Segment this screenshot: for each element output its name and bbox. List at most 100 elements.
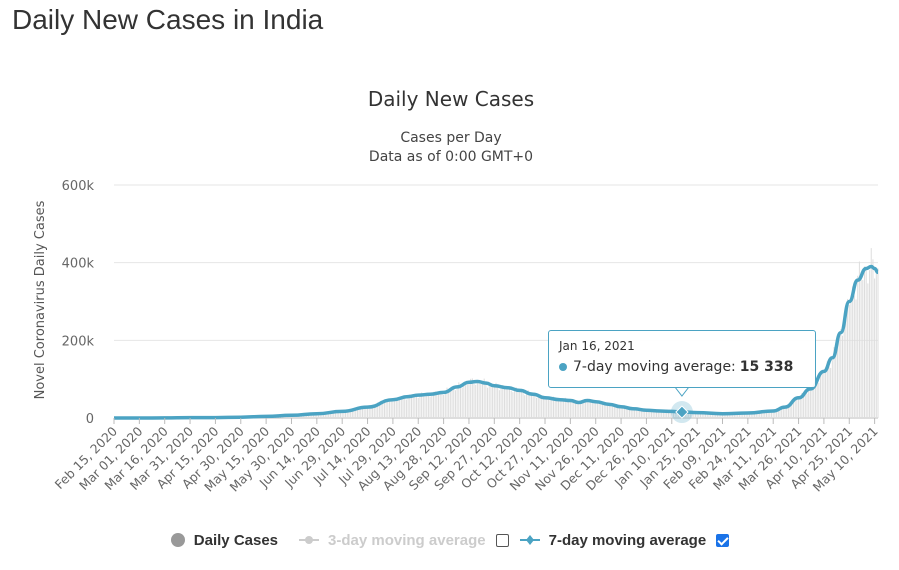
daily-cases-bar (688, 412, 690, 418)
daily-cases-bar (441, 393, 443, 418)
daily-cases-bar (706, 412, 708, 418)
daily-cases-bar (512, 392, 514, 418)
daily-cases-bar (422, 393, 424, 418)
daily-cases-bar (735, 413, 737, 418)
daily-cases-bar (397, 397, 399, 418)
daily-cases-bar (502, 385, 504, 418)
daily-cases-bar (389, 399, 391, 418)
daily-cases-bar (373, 405, 375, 418)
daily-cases-bar (858, 261, 860, 418)
chart-subtitle-line-1: Cases per Day (400, 130, 501, 146)
daily-cases-bar (498, 390, 500, 418)
daily-cases-bar (630, 409, 632, 418)
daily-cases-bar (705, 413, 707, 418)
daily-cases-bar (730, 413, 732, 418)
circle-icon (170, 533, 185, 547)
daily-cases-bar (471, 378, 473, 418)
daily-cases-bar (725, 413, 727, 418)
daily-cases-bar (664, 410, 666, 418)
daily-cases-bar (360, 408, 362, 418)
daily-cases-bar (558, 399, 560, 418)
daily-cases-bar (632, 408, 634, 418)
hover-marker-diamond (675, 405, 689, 419)
daily-cases-bar (519, 390, 521, 418)
tooltip-pointer (674, 386, 690, 397)
daily-cases-bar (475, 384, 477, 418)
daily-cases-bar (517, 390, 519, 418)
daily-cases-bar (507, 386, 509, 418)
daily-cases-bar (390, 399, 392, 418)
daily-cases-bar (759, 411, 761, 418)
daily-cases-bar (875, 273, 877, 418)
daily-cases-bar (823, 372, 825, 418)
daily-cases-bar (691, 412, 693, 418)
daily-cases-bar (318, 413, 320, 418)
daily-cases-bar (847, 298, 849, 418)
daily-cases-bar (316, 413, 318, 418)
daily-cases-bar (733, 413, 735, 418)
daily-cases-bar (716, 413, 718, 418)
daily-cases-bar (830, 367, 832, 418)
daily-cases-bar (796, 398, 798, 418)
daily-cases-bar (427, 393, 429, 418)
daily-cases-bar (637, 409, 639, 418)
daily-cases-bar (539, 394, 541, 418)
daily-cases-bar (380, 404, 382, 418)
daily-cases-bar (710, 413, 712, 418)
daily-cases-bar (615, 405, 617, 418)
daily-cases-bar (334, 412, 336, 418)
daily-cases-bar (563, 399, 565, 418)
daily-cases-bar (867, 283, 869, 418)
legend-item-7-day-average[interactable]: 7-day moving average (519, 531, 707, 549)
daily-cases-bar (591, 401, 593, 418)
legend-label-7-day-average: 7-day moving average (548, 531, 707, 549)
daily-cases-bar (578, 401, 580, 418)
daily-cases-bar (573, 402, 575, 418)
daily-cases-bar (877, 268, 879, 418)
daily-cases-bar (781, 409, 783, 418)
daily-cases-bar (835, 345, 837, 418)
daily-cases-bar (493, 385, 495, 418)
daily-cases-bar (319, 413, 321, 418)
daily-new-cases-chart: Daily New Cases Cases per Day Data as of… (33, 87, 881, 495)
daily-cases-bar (583, 400, 585, 418)
daily-cases-bar (647, 409, 649, 418)
daily-cases-bar (617, 407, 619, 418)
daily-cases-bar (671, 410, 673, 418)
daily-cases-bar (426, 393, 428, 418)
legend-item-daily-cases[interactable]: Daily Cases (170, 532, 278, 549)
daily-cases-bar (627, 407, 629, 418)
checkbox-7-day-average[interactable] (716, 533, 730, 547)
legend-item-3-day-average[interactable]: 3-day moving average (298, 532, 486, 549)
daily-cases-bar (782, 407, 784, 418)
daily-cases-bar (831, 360, 833, 418)
y-tick-label: 200k (62, 334, 95, 349)
daily-cases-bar (721, 413, 724, 418)
daily-cases-bar (377, 402, 379, 418)
daily-cases-bar (503, 386, 505, 418)
daily-cases-bar (836, 344, 838, 418)
checkbox-3-day-average[interactable] (495, 533, 509, 547)
y-tick-label: 600k (62, 179, 95, 194)
daily-cases-bar (865, 268, 867, 418)
daily-cases-bar (701, 412, 703, 418)
daily-cases-bar (515, 387, 517, 418)
daily-cases-bar (586, 401, 588, 418)
daily-cases-bar (466, 384, 468, 418)
daily-cases-bar (737, 413, 739, 418)
daily-cases-bar (314, 413, 316, 418)
daily-cases-bar (841, 335, 844, 418)
daily-cases-bar (554, 399, 556, 418)
daily-cases-bar (328, 412, 330, 418)
daily-cases-bar (561, 401, 563, 418)
daily-cases-bar (522, 392, 524, 418)
daily-cases-bar (505, 388, 507, 418)
daily-cases-bar (368, 407, 370, 418)
daily-cases-bar (419, 395, 421, 418)
daily-cases-bar (816, 382, 818, 418)
daily-cases-bar (487, 387, 489, 418)
daily-cases-bar (666, 411, 668, 418)
daily-cases-bar (667, 411, 669, 418)
daily-cases-bar (742, 413, 744, 418)
daily-cases-bar (542, 398, 544, 418)
